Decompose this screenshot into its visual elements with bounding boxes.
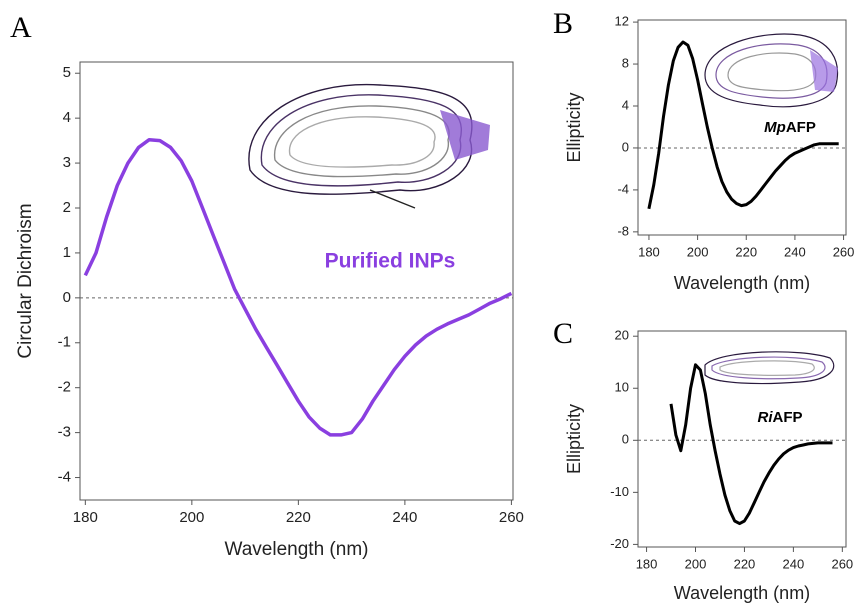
x-tick-label: 260: [833, 244, 855, 259]
x-axis-title: Wavelength (nm): [225, 539, 369, 560]
panel-letter: C: [553, 317, 573, 350]
x-tick-label: 180: [73, 509, 98, 526]
annotation: MpAFP: [764, 119, 816, 136]
x-tick-label: 240: [392, 509, 417, 526]
data-line: [647, 40, 839, 210]
panel-letter: A: [10, 11, 32, 44]
y-tick-label: 12: [615, 14, 629, 29]
ribbon-b: [704, 33, 838, 108]
x-tick-label: 220: [735, 244, 757, 259]
plot-frame: [79, 61, 514, 501]
panel-2: -20 -10 0 10 20 180 200 220 240 260 Wavelength (nm…: [553, 317, 853, 603]
annotation-part: AFP: [773, 409, 803, 426]
data-line: [83, 137, 513, 437]
ribbon-a: [248, 83, 490, 209]
annotation-part: Mp: [764, 119, 786, 136]
y-axis-title: Ellipticity: [564, 92, 584, 162]
y-tick-label: 20: [615, 328, 629, 343]
annotation: Purified INPs: [325, 250, 456, 273]
x-tick-label: 200: [179, 509, 204, 526]
y-tick-label: -2: [58, 379, 71, 396]
y-tick-label: -1: [58, 334, 71, 351]
x-tick-label: 260: [831, 556, 853, 571]
annotation-part: AFP: [786, 119, 816, 136]
y-tick-label: -10: [610, 484, 629, 499]
annotation-part: Ri: [758, 409, 774, 426]
panel-1: -8 -4 0 4 8 12 180 200 220 240 260 Wavelength (nm) E…: [553, 7, 854, 293]
y-tick-label: 0: [622, 139, 629, 154]
x-tick-label: 260: [499, 509, 524, 526]
plot-frame: [637, 19, 847, 236]
ribbon-c: [704, 351, 835, 385]
y-axis-title: Circular Dichroism: [15, 203, 36, 358]
plot-frame: [637, 330, 847, 548]
y-tick-label: -20: [610, 536, 629, 551]
y-tick-label: 0: [63, 289, 71, 306]
y-tick-label: 0: [622, 432, 629, 447]
y-tick-label: 4: [622, 97, 629, 112]
y-tick-label: -8: [617, 223, 629, 238]
y-tick-label: 1: [63, 244, 71, 261]
y-tick-label: 5: [63, 64, 71, 81]
x-tick-label: 220: [734, 556, 756, 571]
y-tick-label: 10: [615, 380, 629, 395]
data-line: [669, 363, 833, 526]
x-tick-label: 240: [783, 556, 805, 571]
x-tick-label: 200: [687, 244, 709, 259]
x-tick-label: 220: [286, 509, 311, 526]
x-axis-title: Wavelength (nm): [674, 273, 810, 293]
y-tick-label: 3: [63, 154, 71, 171]
annotation: RiAFP: [758, 409, 803, 426]
y-tick-label: 4: [63, 109, 71, 126]
x-tick-label: 180: [638, 244, 660, 259]
y-tick-label: -3: [58, 424, 71, 441]
panel-letter: B: [553, 7, 573, 40]
y-tick-label: -4: [58, 469, 71, 486]
y-tick-label: -4: [617, 181, 629, 196]
x-tick-label: 180: [636, 556, 658, 571]
x-tick-label: 240: [784, 244, 806, 259]
x-axis-title: Wavelength (nm): [674, 583, 810, 603]
x-tick-label: 200: [685, 556, 707, 571]
y-axis-title: Ellipticity: [564, 404, 584, 474]
y-tick-label: 8: [622, 55, 629, 70]
y-tick-label: 2: [63, 199, 71, 216]
panel-0: -4 -3 -2 -1 0 1 2 3 4 5 180 200 220 240 260 Wavelength …: [10, 11, 524, 560]
